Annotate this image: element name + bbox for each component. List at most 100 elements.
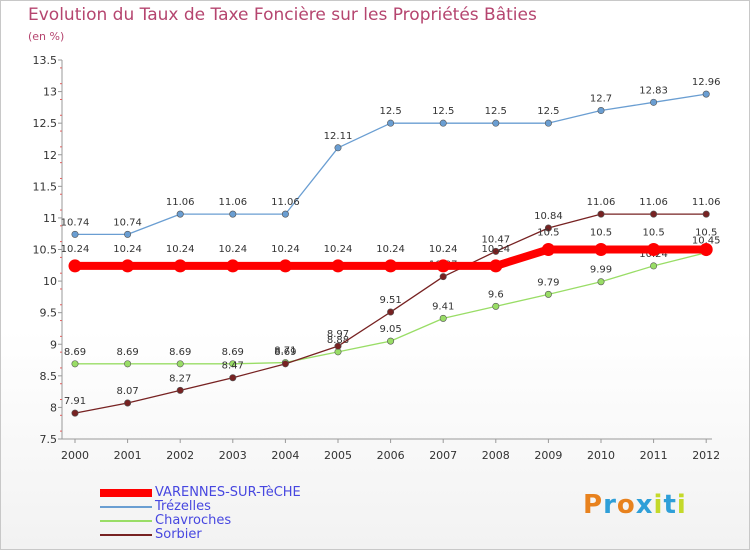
data-point (439, 314, 447, 322)
data-point (334, 342, 342, 350)
data-label: 9.51 (379, 295, 401, 306)
y-tick-label: 11.5 (33, 180, 58, 193)
y-tick-label: 9 (50, 338, 57, 351)
data-label: 10.5 (590, 228, 612, 239)
data-label: 11.06 (587, 197, 616, 208)
data-label: 12.5 (537, 106, 559, 117)
data-point (387, 308, 395, 316)
data-label: 12.7 (590, 94, 612, 105)
data-label: 9.99 (590, 265, 612, 276)
data-point (544, 290, 552, 298)
data-label: 9.05 (379, 324, 401, 335)
legend-item: Trézelles (100, 499, 360, 514)
data-label: 12.5 (485, 106, 507, 117)
data-label: 8.71 (274, 346, 296, 357)
data-label: 10.24 (218, 244, 247, 255)
data-label: 9.41 (432, 301, 454, 312)
data-point (173, 259, 187, 273)
data-label: 10.24 (61, 244, 90, 255)
legend-label: VARENNES-SUR-TèCHE (155, 485, 301, 500)
data-label: 8.69 (169, 347, 191, 358)
x-tick-label: 2007 (429, 449, 457, 462)
y-tick-label: 11 (43, 212, 57, 225)
data-point (439, 273, 447, 281)
data-point (124, 230, 132, 238)
y-tick-label: 12.5 (33, 117, 58, 130)
data-point (176, 210, 184, 218)
data-point (489, 259, 503, 273)
data-label: 10.84 (534, 211, 563, 222)
data-label: 11.06 (218, 197, 247, 208)
x-tick-label: 2008 (482, 449, 510, 462)
data-label: 11.06 (692, 197, 721, 208)
data-label: 10.24 (429, 244, 458, 255)
data-point (597, 278, 605, 286)
data-point (597, 107, 605, 115)
legend-swatch (100, 534, 152, 536)
x-tick-label: 2012 (692, 449, 720, 462)
data-label: 10.74 (61, 217, 90, 228)
data-label: 8.69 (116, 347, 138, 358)
data-label: 9.6 (488, 289, 504, 300)
data-point (544, 119, 552, 127)
data-label: 10.5 (537, 228, 559, 239)
x-tick-label: 2010 (587, 449, 615, 462)
data-point (594, 243, 608, 256)
legend-item: Sorbier (100, 527, 360, 542)
chart-title: Evolution du Taux de Taxe Foncière sur l… (28, 5, 537, 25)
x-tick-label: 2009 (534, 449, 562, 462)
legend-swatch (100, 520, 152, 522)
legend-label: Sorbier (155, 527, 202, 542)
data-point (439, 119, 447, 127)
data-label: 12.5 (432, 106, 454, 117)
data-label: 12.83 (639, 85, 668, 96)
data-point (121, 259, 135, 273)
data-point (436, 259, 450, 273)
data-label: 12.5 (379, 106, 401, 117)
data-point (68, 259, 82, 273)
data-label: 10.5 (642, 228, 664, 239)
x-tick-label: 2004 (271, 449, 299, 462)
data-point (702, 210, 710, 218)
data-label: 8.69 (222, 347, 244, 358)
data-point (387, 337, 395, 345)
data-point (334, 144, 342, 152)
x-tick-label: 2002 (166, 449, 194, 462)
legend-label: Chavroches (155, 513, 232, 528)
data-point (699, 243, 713, 256)
data-label: 7.91 (64, 396, 86, 407)
data-label: 8.69 (64, 347, 86, 358)
legend-item: Chavroches (100, 513, 360, 528)
data-label: 8.88 (327, 335, 349, 346)
data-point (71, 360, 79, 368)
data-point (492, 119, 500, 127)
data-label: 10.47 (481, 234, 510, 245)
data-point (597, 210, 605, 218)
x-tick-label: 2000 (61, 449, 89, 462)
y-tick-label: 9.5 (40, 307, 58, 320)
data-label: 10.24 (166, 244, 195, 255)
data-point (229, 374, 237, 382)
data-label: 8.97 (327, 329, 349, 340)
data-point (647, 243, 661, 256)
y-tick-label: 10 (43, 275, 57, 288)
data-label: 11.06 (639, 197, 668, 208)
data-label: 10.74 (113, 217, 142, 228)
legend-swatch (100, 506, 152, 508)
data-point (71, 230, 79, 238)
data-point (331, 259, 345, 273)
data-label: 10.24 (324, 244, 353, 255)
y-tick-label: 13 (43, 86, 57, 99)
data-point (278, 259, 292, 273)
data-point (650, 262, 658, 270)
data-point (702, 90, 710, 98)
data-label: 8.69 (274, 347, 296, 358)
data-point (387, 119, 395, 127)
data-label: 10.45 (692, 236, 721, 247)
data-label: 9.79 (537, 277, 559, 288)
x-tick-label: 2005 (324, 449, 352, 462)
data-point (226, 259, 240, 273)
data-point (176, 360, 184, 368)
y-tick-label: 10.5 (33, 244, 58, 257)
